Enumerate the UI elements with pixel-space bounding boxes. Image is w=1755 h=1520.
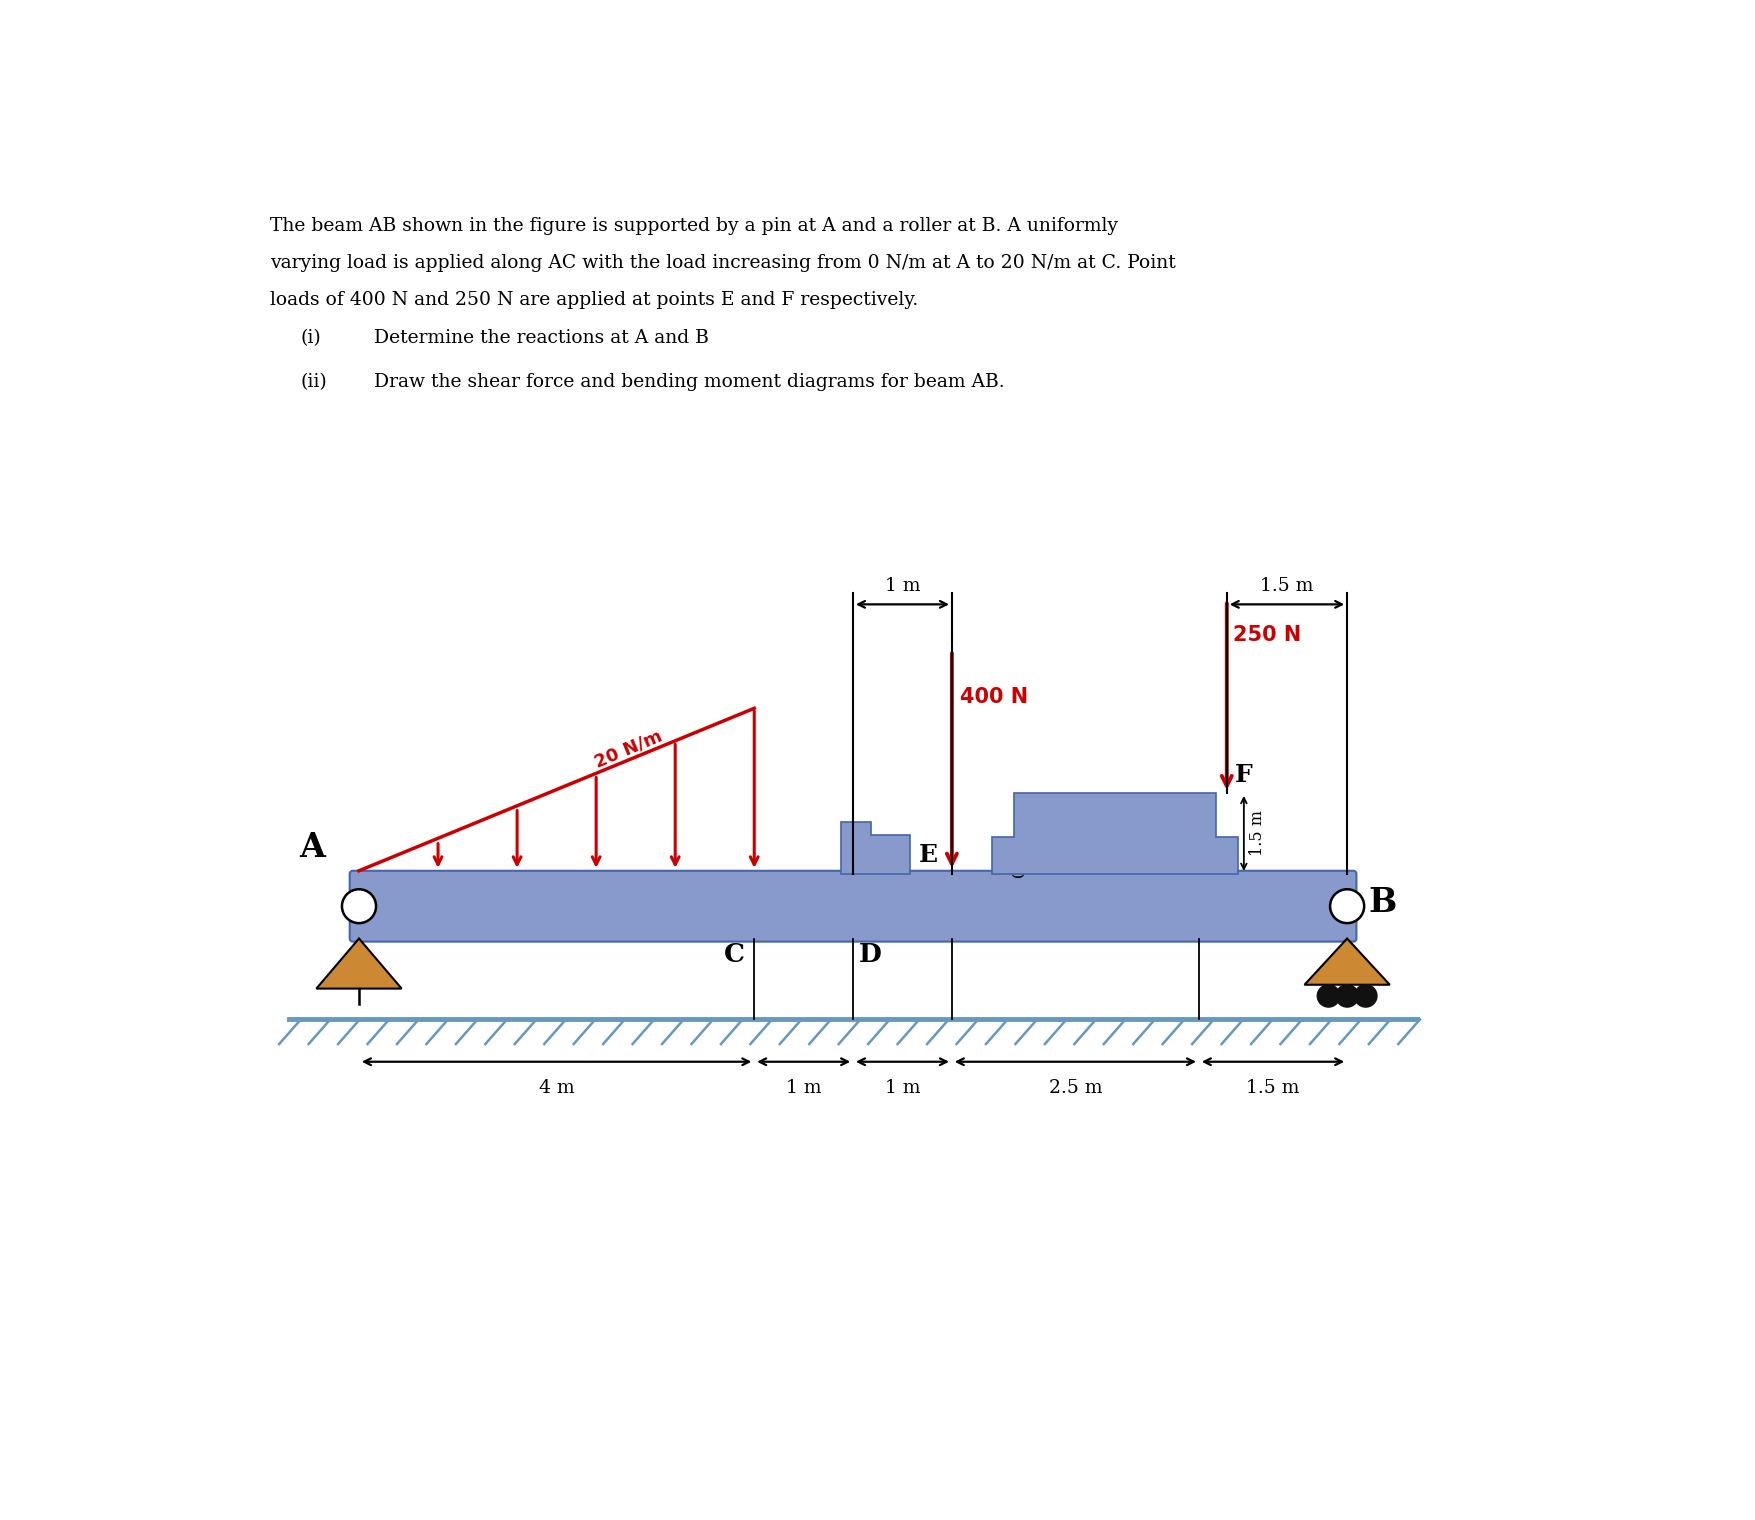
Text: 1 m: 1 m [885,578,920,596]
Text: (i): (i) [300,328,321,347]
Text: 20 N/m: 20 N/m [591,727,663,771]
Text: B: B [1369,886,1397,920]
Polygon shape [1304,938,1388,985]
Text: 1.5 m: 1.5 m [1260,578,1313,596]
Text: varying load is applied along AC with the load increasing from 0 N/m at A to 20 : varying load is applied along AC with th… [270,254,1174,272]
Text: C: C [723,941,744,967]
Text: A: A [300,831,325,863]
Text: The beam AB shown in the figure is supported by a pin at A and a roller at B. A : The beam AB shown in the figure is suppo… [270,217,1118,236]
Text: 0.5 m: 0.5 m [1011,833,1028,879]
Polygon shape [316,938,402,988]
Text: E: E [918,842,937,866]
Polygon shape [992,793,1237,874]
Text: 400 N: 400 N [958,687,1027,707]
Text: 1 m: 1 m [885,1079,920,1097]
Circle shape [1336,985,1358,1008]
Text: 250 N: 250 N [1232,625,1300,644]
FancyBboxPatch shape [349,871,1355,941]
Circle shape [1329,889,1364,923]
Circle shape [1316,985,1339,1008]
Text: Draw the shear force and bending moment diagrams for beam AB.: Draw the shear force and bending moment … [374,374,1004,391]
Circle shape [1353,985,1376,1008]
Text: 1.5 m: 1.5 m [1248,810,1265,856]
Text: 4 m: 4 m [539,1079,574,1097]
Text: 2.5 m: 2.5 m [1048,1079,1102,1097]
Text: Determine the reactions at A and B: Determine the reactions at A and B [374,328,709,347]
Text: 1 m: 1 m [786,1079,821,1097]
Polygon shape [841,821,909,874]
Circle shape [342,889,376,923]
Text: F: F [1234,763,1251,787]
Text: 1.5 m: 1.5 m [1246,1079,1299,1097]
Text: (ii): (ii) [300,374,328,391]
Text: loads of 400 N and 250 N are applied at points E and F respectively.: loads of 400 N and 250 N are applied at … [270,290,918,309]
Text: D: D [858,941,881,967]
